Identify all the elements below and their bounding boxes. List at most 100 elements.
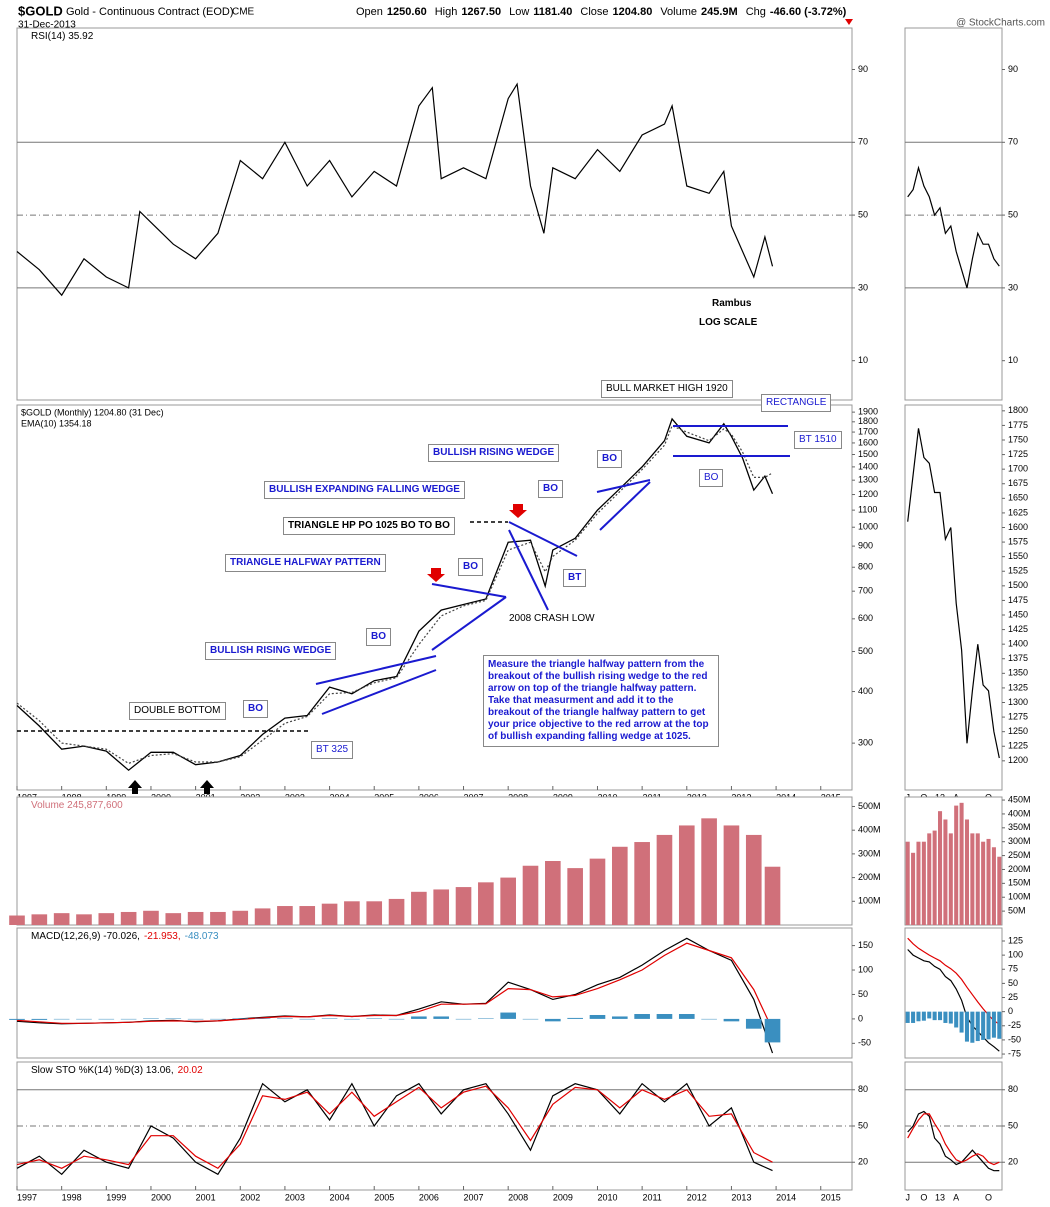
- bar: [98, 913, 115, 925]
- bar: [938, 811, 943, 925]
- bar: [964, 819, 969, 925]
- bar: [165, 1018, 182, 1019]
- x-tick-label: 2004: [330, 1192, 350, 1202]
- x-tick-label: 1997: [17, 1192, 37, 1202]
- bar: [589, 858, 606, 925]
- x-tick-label: 2001: [196, 1192, 216, 1202]
- date: 31-Dec-2013: [18, 20, 76, 31]
- bar: [954, 1011, 959, 1028]
- y-tick-label: 1100: [858, 505, 877, 515]
- bar: [764, 866, 781, 925]
- quote-label: Open: [356, 6, 383, 18]
- annotation: LOG SCALE: [699, 317, 758, 328]
- x-tick-label: A: [953, 1192, 959, 1202]
- bar: [9, 1018, 25, 1020]
- y-tick-label: -25: [1008, 1020, 1021, 1030]
- x-tick-label: 2009: [553, 1192, 573, 1202]
- y-tick-label: 300M: [1008, 836, 1031, 846]
- quote-value: 1267.50: [461, 6, 501, 18]
- bar: [344, 901, 360, 925]
- bar: [478, 1018, 494, 1019]
- series-line: [16, 1085, 773, 1170]
- quote-value: 1181.40: [533, 6, 572, 18]
- bar: [76, 1018, 92, 1020]
- bar: [975, 833, 980, 925]
- change-arrow: [845, 19, 853, 25]
- x-tick-label: O: [920, 1192, 927, 1202]
- legend-entry: $GOLD (Monthly) 1204.80 (31 Dec): [21, 407, 164, 417]
- y-tick-label: 700: [858, 586, 873, 596]
- y-tick-label: 20: [1008, 1157, 1018, 1167]
- y-tick-label: 1475: [1008, 595, 1028, 605]
- annotation: BULLISH RISING WEDGE: [428, 444, 560, 462]
- bar: [975, 1011, 980, 1042]
- legend: RSI(14) 35.92: [31, 31, 94, 42]
- bar: [970, 833, 975, 925]
- watermark: @ StockCharts.com: [956, 18, 1045, 29]
- y-tick-label: 50: [858, 1120, 868, 1130]
- y-tick-label: 100M: [1008, 892, 1031, 902]
- bar: [254, 1018, 271, 1019]
- y-tick-label: 1600: [1008, 522, 1028, 532]
- bar: [938, 1011, 943, 1021]
- bar: [98, 1018, 115, 1020]
- bar: [522, 865, 539, 925]
- trend-line: [431, 583, 507, 598]
- bar: [927, 1011, 932, 1019]
- annotation: Measure the triangle halfway pattern fro…: [483, 655, 719, 747]
- bar: [921, 1011, 926, 1021]
- y-tick-label: 100M: [858, 896, 881, 906]
- bar: [656, 1014, 673, 1019]
- bar: [997, 1011, 1002, 1039]
- x-tick-label: 13: [935, 1192, 945, 1202]
- bar: [943, 1011, 948, 1023]
- bar: [277, 906, 293, 925]
- y-tick-label: 400: [858, 686, 873, 696]
- bar: [53, 913, 70, 925]
- bar: [299, 1018, 316, 1020]
- y-tick-label: 30: [858, 282, 868, 292]
- annotation: BULLISH EXPANDING FALLING WEDGE: [264, 481, 465, 499]
- red-arrow: [509, 504, 527, 518]
- y-tick-label: 1525: [1008, 566, 1028, 576]
- legend-entry: -21.953,: [144, 931, 181, 942]
- annotation: BT 1510: [794, 431, 842, 449]
- bar: [932, 830, 937, 925]
- black-arrow: [200, 780, 214, 794]
- bar: [954, 805, 959, 925]
- y-tick-label: -75: [1008, 1048, 1021, 1058]
- y-tick-label: 1300: [858, 475, 878, 485]
- bar: [76, 914, 92, 925]
- quote-label: Chg: [746, 6, 766, 18]
- black-arrow: [128, 780, 142, 794]
- bar: [927, 833, 932, 925]
- y-tick-label: 20: [858, 1157, 868, 1167]
- bar: [388, 1018, 405, 1020]
- y-tick-label: 150M: [1008, 878, 1031, 888]
- y-tick-label: 75: [1008, 964, 1018, 974]
- y-tick-label: 1425: [1008, 624, 1028, 634]
- x-tick-label: J: [905, 1192, 910, 1202]
- quote: Open 1250.60 High 1267.50 Low 1181.40 Close 120…: [356, 6, 847, 18]
- y-tick-label: 50: [858, 209, 868, 219]
- bar: [634, 842, 650, 925]
- y-tick-label: 1800: [858, 416, 878, 426]
- series-line: [907, 428, 1000, 759]
- x-tick-label: 2003: [285, 1192, 305, 1202]
- y-tick-label: 50: [1008, 1120, 1018, 1130]
- x-tick-label: 1998: [62, 1192, 82, 1202]
- y-tick-label: 10: [858, 355, 868, 365]
- x-tick-label: 2008: [508, 1192, 528, 1202]
- bar: [701, 818, 717, 925]
- x-tick-label: 2010: [597, 1192, 617, 1202]
- bar: [611, 846, 628, 925]
- bar: [997, 856, 1002, 925]
- quote-value: 245.9M: [701, 6, 738, 18]
- y-tick-label: 600: [858, 613, 873, 623]
- annotation: BO: [366, 628, 391, 646]
- bar: [567, 868, 583, 925]
- bar: [905, 841, 910, 925]
- y-tick-label: 50: [858, 989, 868, 999]
- y-tick-label: 70: [858, 137, 868, 147]
